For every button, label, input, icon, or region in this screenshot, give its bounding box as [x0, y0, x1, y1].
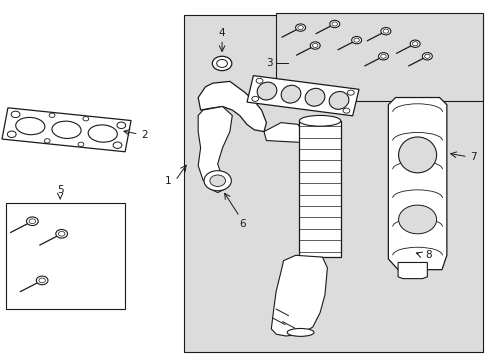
Text: 2: 2 [141, 130, 147, 140]
Bar [5, 203, 125, 309]
Circle shape [380, 54, 386, 58]
Bar [276, 13, 483, 101]
Ellipse shape [281, 85, 300, 103]
Polygon shape [397, 262, 427, 279]
Circle shape [297, 26, 303, 30]
Ellipse shape [286, 328, 313, 336]
Circle shape [351, 36, 361, 44]
Ellipse shape [257, 82, 276, 100]
Bar [183, 15, 483, 352]
Circle shape [56, 229, 67, 238]
Ellipse shape [299, 116, 340, 126]
Circle shape [36, 276, 48, 285]
Circle shape [58, 231, 65, 236]
Circle shape [11, 111, 20, 118]
Circle shape [331, 22, 337, 26]
Ellipse shape [16, 117, 45, 135]
Circle shape [26, 217, 38, 226]
Circle shape [78, 142, 84, 147]
Text: 3: 3 [265, 58, 272, 68]
Text: 8: 8 [424, 250, 430, 260]
Circle shape [312, 44, 317, 48]
Circle shape [209, 175, 225, 186]
Polygon shape [198, 81, 266, 132]
Polygon shape [271, 255, 327, 336]
Ellipse shape [328, 91, 348, 109]
Circle shape [424, 54, 429, 58]
Ellipse shape [398, 137, 436, 173]
Circle shape [44, 139, 50, 143]
Circle shape [380, 27, 390, 35]
Circle shape [346, 90, 353, 95]
Circle shape [343, 108, 349, 113]
Polygon shape [264, 123, 303, 142]
Circle shape [113, 142, 122, 148]
Circle shape [117, 122, 125, 129]
Circle shape [378, 53, 387, 60]
Circle shape [212, 56, 231, 71]
Ellipse shape [88, 125, 117, 142]
Polygon shape [198, 107, 232, 193]
Polygon shape [246, 76, 358, 116]
Ellipse shape [398, 205, 436, 234]
Text: 5: 5 [57, 185, 63, 195]
Ellipse shape [305, 88, 324, 106]
Circle shape [251, 96, 258, 101]
Circle shape [216, 59, 227, 67]
Circle shape [422, 53, 431, 60]
Circle shape [383, 29, 388, 33]
Polygon shape [2, 108, 131, 152]
Text: 4: 4 [218, 28, 225, 38]
Text: 7: 7 [469, 152, 476, 162]
Circle shape [295, 24, 305, 31]
Polygon shape [387, 98, 446, 270]
Circle shape [39, 278, 45, 283]
Circle shape [203, 171, 231, 191]
Circle shape [353, 38, 359, 42]
Ellipse shape [52, 121, 81, 139]
Circle shape [49, 113, 55, 117]
Circle shape [329, 21, 339, 28]
Text: 1: 1 [164, 176, 171, 186]
Bar [299, 121, 340, 257]
Circle shape [256, 78, 263, 83]
Circle shape [309, 42, 320, 49]
Circle shape [411, 42, 417, 46]
Text: 6: 6 [239, 219, 246, 229]
Circle shape [409, 40, 419, 48]
Circle shape [83, 117, 89, 121]
Circle shape [29, 219, 36, 224]
Circle shape [7, 131, 16, 138]
